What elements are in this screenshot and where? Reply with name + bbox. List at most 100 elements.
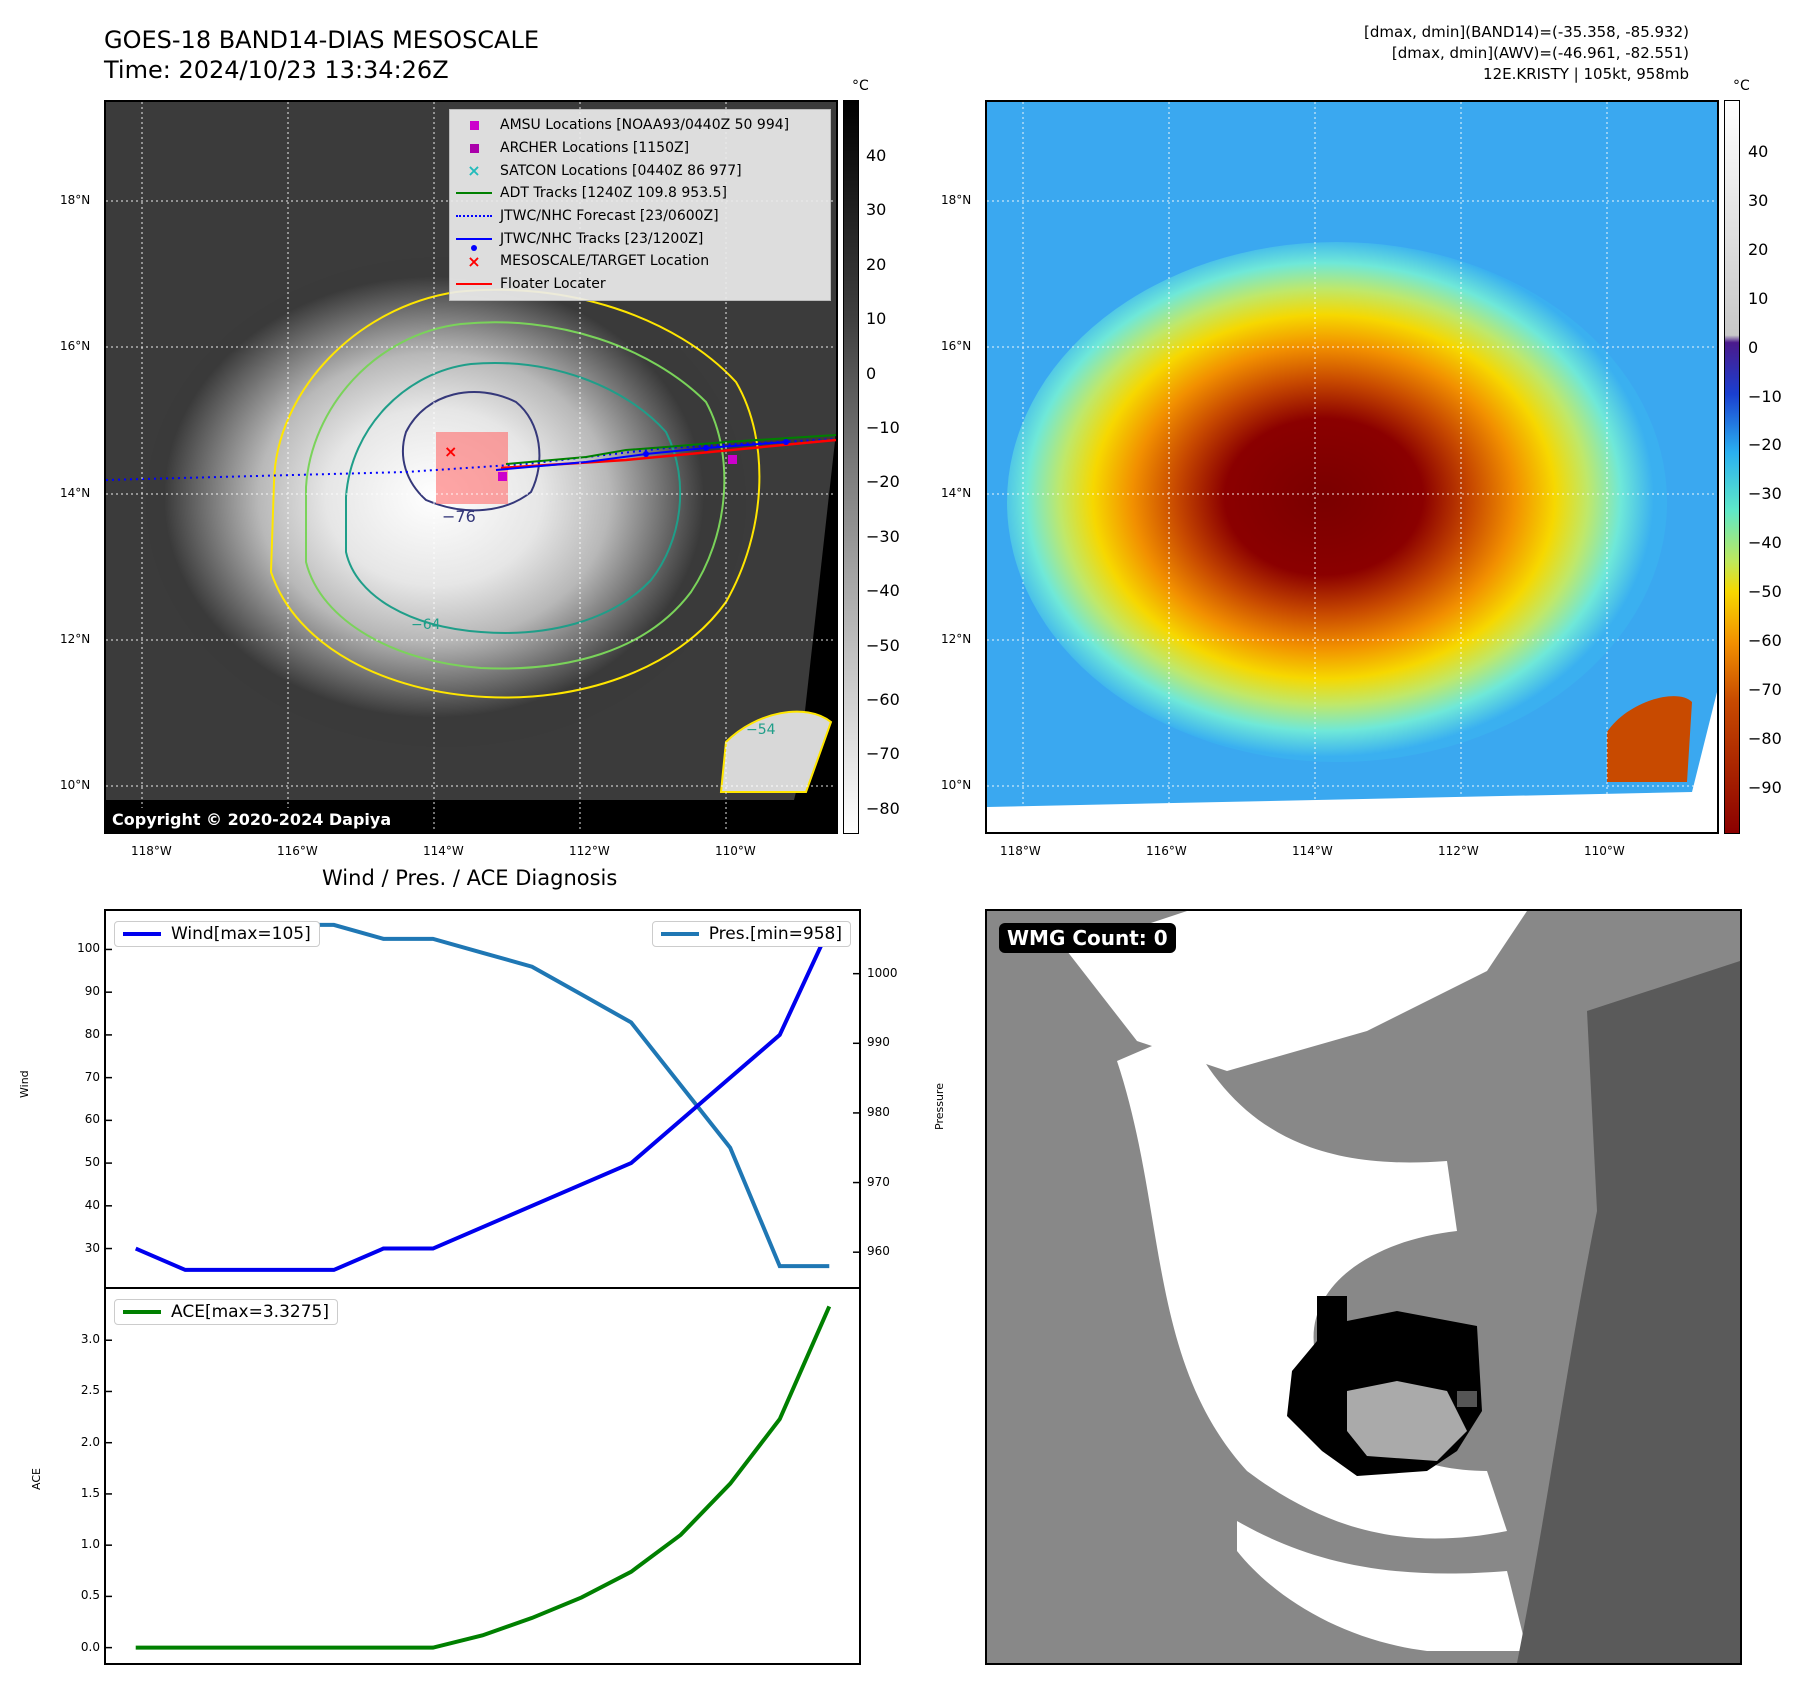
ir-lat-label: 12°N	[60, 632, 91, 646]
contour-label-54: −54	[746, 722, 776, 738]
colorbar-tick-label: −90	[1748, 777, 1782, 797]
wind-tick-label: 70	[84, 1069, 100, 1084]
ace-plot	[106, 1305, 832, 1650]
colorbar-tick-label: 10	[1748, 288, 1769, 308]
pressure-series-line	[135, 922, 830, 1269]
info-awv-range: [dmax, dmin](AWV)=(-46.961, -82.551)	[1391, 44, 1689, 62]
pressure-tick-label: 980	[867, 1104, 890, 1119]
wind-tick-label: 100	[77, 941, 100, 956]
ace-tick-label: 1.0	[80, 1537, 100, 1552]
wv-lat-label: 10°N	[941, 778, 972, 792]
diag-title: Wind / Pres. / ACE Diagnosis	[322, 866, 618, 890]
colorbar-tick-label: −10	[1748, 386, 1782, 406]
contour-label-76: −76	[442, 507, 476, 526]
colorbar-tick-label: −60	[1748, 631, 1782, 650]
legend-line-dot-icon	[456, 237, 492, 251]
colorbar-tick-label: 10	[866, 309, 887, 329]
legend-line-icon	[456, 283, 492, 286]
pressure-tick-label: 1000	[867, 965, 898, 980]
legend-ace: ACE[max=3.3275]	[114, 1299, 338, 1325]
legend-label: MESOSCALE/TARGET Location	[500, 253, 710, 270]
wind-tick-label: 40	[84, 1197, 100, 1212]
ir-lat-label: 10°N	[60, 778, 91, 792]
wind-tick-label: 60	[84, 1112, 100, 1127]
legend-ace-label: ACE[max=3.3275]	[171, 1302, 329, 1322]
legend-pressure: Pres.[min=958]	[651, 921, 851, 947]
colorbar-tick-label: 30	[866, 200, 887, 220]
legend-line-icon	[456, 192, 492, 195]
wind-tick-label: 30	[84, 1240, 100, 1255]
svg-text:×: ×	[444, 442, 457, 461]
legend-label: SATCON Locations [0440Z 86 977]	[500, 162, 742, 179]
colorbar-tick-label: −40	[1748, 533, 1782, 553]
wv-lat-label: 12°N	[941, 632, 972, 646]
legend-dotted-line-icon	[456, 215, 492, 218]
copyright-label: Copyright © 2020-2024 Dapiya	[106, 808, 398, 831]
contour-label-64: −64	[411, 617, 441, 633]
colorbar-tick-label: −70	[1748, 679, 1782, 699]
legend-square-icon	[456, 143, 492, 153]
figure-title-line2: Time: 2024/10/23 13:34:26Z	[104, 56, 449, 84]
wind-pressure-chart: Wind[max=105] Pres.[min=958]	[104, 909, 861, 1289]
colorbar-tick-label: −60	[866, 690, 900, 709]
wv-lon-label: 110°W	[1584, 844, 1625, 858]
colorbar-tick-label: −70	[866, 744, 900, 764]
ace-tick-label: 0.0	[80, 1639, 100, 1654]
colorbar-tick-label: 40	[866, 146, 887, 165]
wv-satellite-panel	[985, 100, 1719, 834]
ir-lat-label: 14°N	[60, 486, 91, 500]
legend-item-mesoscale: × MESOSCALE/TARGET Location	[456, 250, 822, 273]
legend-wind-label: Wind[max=105]	[171, 924, 311, 944]
ir-colorbar	[843, 100, 859, 834]
legend-item-archer: ARCHER Locations [1150Z]	[456, 137, 822, 160]
wv-lon-label: 112°W	[1438, 844, 1479, 858]
figure-title-line1: GOES-18 BAND14-DIAS MESOSCALE	[104, 26, 540, 54]
wv-lat-label: 14°N	[941, 486, 972, 500]
colorbar-tick-label: −30	[1748, 484, 1782, 504]
colorbar-tick-label: −40	[866, 581, 900, 601]
wind-axis-label: Wind	[18, 1070, 31, 1098]
wind-tick-label: 80	[84, 1026, 100, 1041]
legend-item-adt: ADT Tracks [1240Z 109.8 953.5]	[456, 182, 822, 205]
map-legend: AMSU Locations [NOAA93/0440Z 50 994] ARC…	[449, 109, 831, 301]
colorbar-tick-label: −50	[866, 635, 900, 655]
info-band14-range: [dmax, dmin](BAND14)=(-35.358, -85.932)	[1364, 23, 1689, 41]
colorbar-tick-label: −20	[866, 472, 900, 492]
colorbar-tick-label: −20	[1748, 435, 1782, 455]
colorbar-tick-label: 20	[866, 254, 887, 274]
legend-x-icon: ×	[467, 251, 481, 271]
colorbar-tick-label: 0	[1748, 337, 1759, 357]
ace-tick-label: 2.5	[80, 1383, 100, 1398]
legend-label: ARCHER Locations [1150Z]	[500, 140, 690, 157]
legend-item-forecast: JTWC/NHC Forecast [23/0600Z]	[456, 205, 822, 228]
wind-series-line	[134, 927, 832, 1272]
ir-lat-label: 18°N	[60, 193, 91, 207]
ace-axis-label: ACE	[30, 1468, 43, 1490]
colorbar-tick-label: −80	[1748, 728, 1782, 748]
legend-item-satcon: × SATCON Locations [0440Z 86 977]	[456, 159, 822, 182]
ir-lon-label: 110°W	[715, 844, 756, 858]
ace-tick-label: 1.5	[80, 1485, 100, 1500]
wmg-image	[987, 911, 1740, 1663]
colorbar-tick-label: −50	[1748, 582, 1782, 602]
pressure-tick-label: 990	[867, 1035, 890, 1050]
pressure-axis-label: Pressure	[933, 1083, 946, 1130]
ir-lon-label: 114°W	[423, 844, 464, 858]
ir-lat-label: 16°N	[60, 339, 91, 353]
colorbar-tick-label: 40	[1748, 142, 1769, 161]
pressure-tick-label: 960	[867, 1244, 890, 1259]
ir-lon-label: 112°W	[569, 844, 610, 858]
ir-lon-label: 118°W	[131, 844, 172, 858]
legend-label: ADT Tracks [1240Z 109.8 953.5]	[500, 185, 727, 202]
ace-tick-label: 2.0	[80, 1434, 100, 1449]
colorbar-tick-label: −80	[866, 798, 900, 818]
legend-x-icon: ×	[467, 161, 481, 181]
wind-tick-label: 50	[84, 1155, 100, 1170]
legend-item-tracks: JTWC/NHC Tracks [23/1200Z]	[456, 227, 822, 251]
colorbar-tick-label: 30	[1748, 190, 1769, 210]
legend-wind-line-icon	[123, 932, 161, 936]
ace-tick-label: 3.0	[80, 1332, 100, 1347]
pressure-tick-label: 970	[867, 1174, 890, 1189]
legend-item-floater: Floater Locater	[456, 273, 822, 296]
colorbar-tick-label: −30	[866, 526, 900, 546]
